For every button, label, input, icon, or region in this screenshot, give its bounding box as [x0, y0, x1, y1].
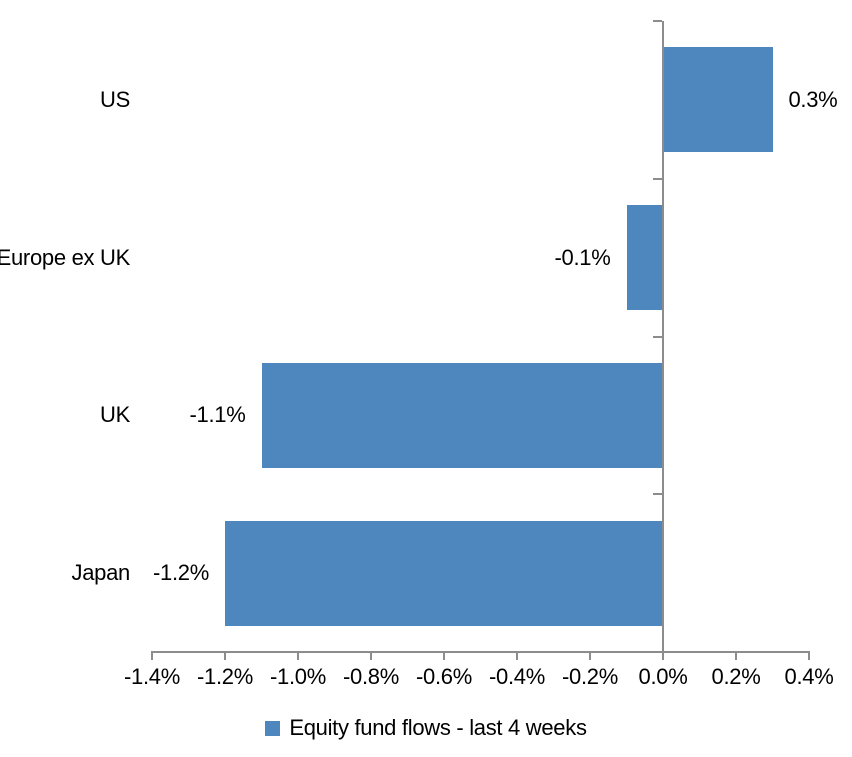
- x-axis-tick: [297, 651, 299, 660]
- x-axis-tick: [370, 651, 372, 660]
- y-axis-line: [662, 21, 664, 652]
- x-axis-tick-label: -0.6%: [416, 664, 472, 689]
- legend: Equity fund flows - last 4 weeks: [0, 714, 852, 742]
- x-axis-tick: [808, 651, 810, 660]
- value-label: 0.3%: [788, 86, 838, 112]
- x-axis-tick-label: -0.4%: [489, 664, 545, 689]
- value-label: -0.1%: [554, 244, 611, 270]
- y-axis-tick: [653, 335, 662, 338]
- category-label: Japan: [71, 560, 131, 586]
- value-label: -1.1%: [189, 402, 246, 428]
- x-axis-tick: [662, 651, 664, 660]
- y-axis-tick: [653, 177, 662, 180]
- bar-us: [663, 47, 773, 153]
- x-axis-tick-label: 0.4%: [784, 664, 834, 689]
- x-axis-tick-label: 0.2%: [711, 664, 761, 689]
- x-axis-tick: [516, 651, 518, 660]
- x-axis-tick-label: -1.0%: [270, 664, 326, 689]
- x-axis-line: [151, 651, 810, 653]
- bar-uk: [261, 362, 663, 468]
- x-axis-tick: [735, 651, 737, 660]
- x-axis-tick: [443, 651, 445, 660]
- x-axis-tick-label: -1.4%: [124, 664, 180, 689]
- category-label: UK: [100, 402, 130, 428]
- bar-europe-ex-uk: [626, 205, 663, 311]
- value-label: -1.2%: [153, 560, 209, 586]
- category-label: US: [100, 86, 130, 112]
- x-axis-tick: [589, 651, 591, 660]
- x-axis-tick: [224, 651, 226, 660]
- category-label: Europe ex UK: [0, 244, 130, 270]
- legend-label: Equity fund flows - last 4 weeks: [289, 715, 587, 740]
- legend-swatch-icon: [265, 720, 281, 736]
- x-axis-tick-label: -1.2%: [197, 664, 253, 689]
- y-axis-tick: [653, 493, 662, 496]
- bar-japan: [225, 520, 663, 626]
- x-axis-tick-label: -0.8%: [343, 664, 399, 689]
- x-axis-tick: [151, 651, 153, 660]
- x-axis-tick-label: 0.0%: [638, 664, 688, 689]
- x-axis-tick-label: -0.2%: [562, 664, 618, 689]
- y-axis-tick: [653, 20, 662, 22]
